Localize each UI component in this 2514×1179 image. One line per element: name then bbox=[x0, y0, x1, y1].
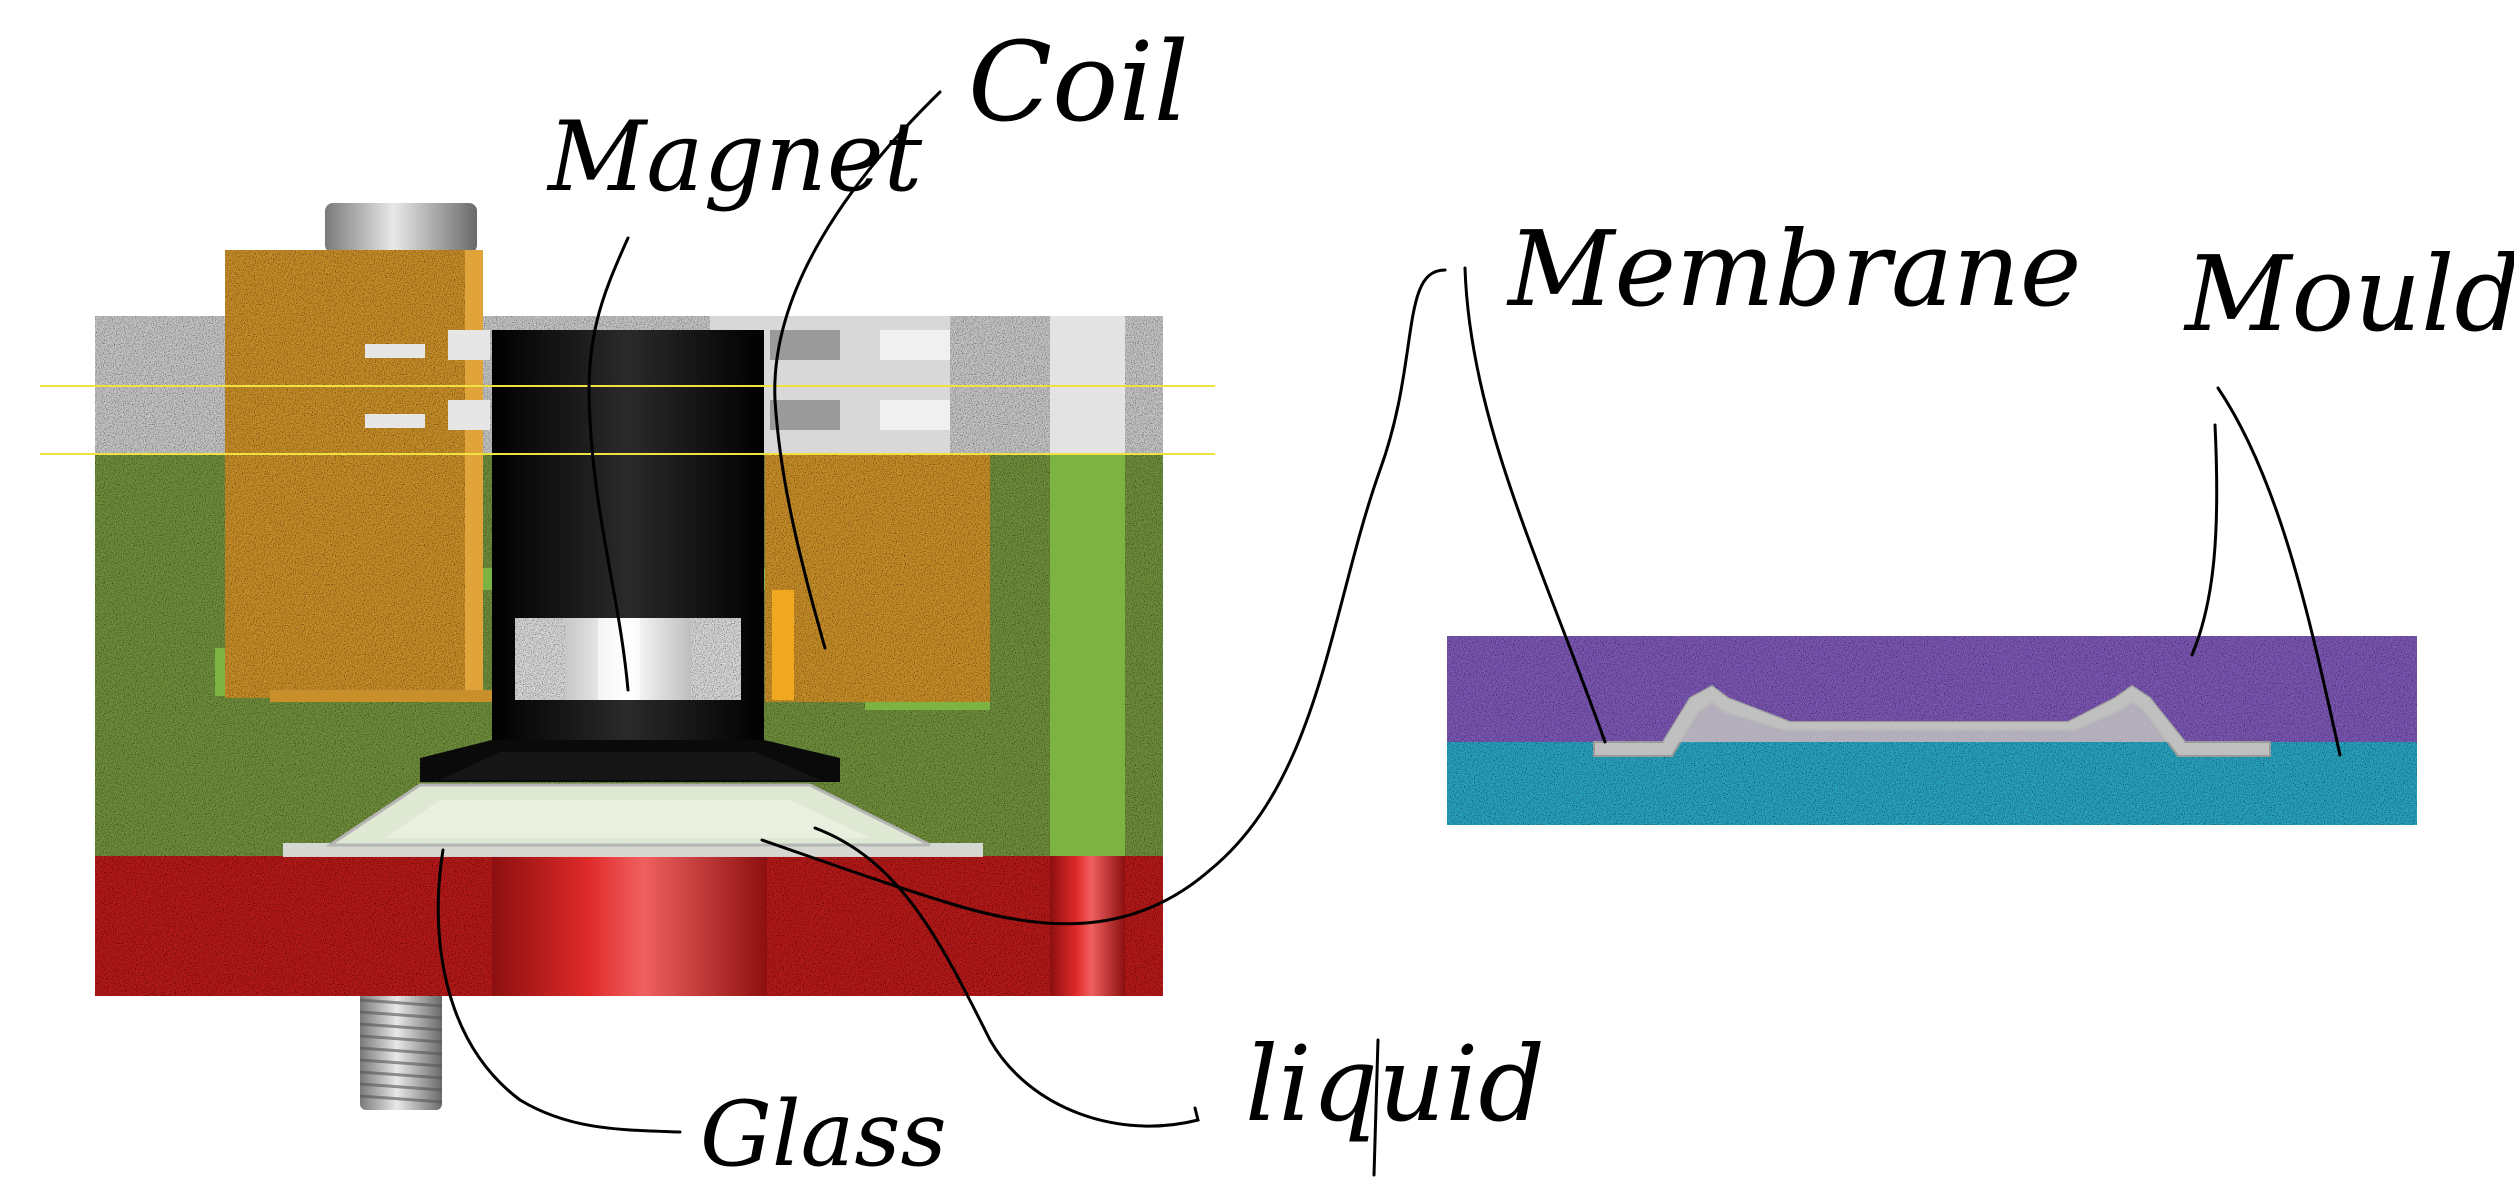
labels: Magnet Coil Membrane Mould Glass liquid bbox=[546, 18, 2514, 1179]
bolt-head bbox=[325, 203, 477, 253]
liquid-label: liquid bbox=[1245, 1023, 1545, 1145]
magnet-leader bbox=[587, 236, 630, 692]
liquid-leader bbox=[813, 826, 1200, 1128]
base bbox=[95, 856, 1163, 996]
bolt-thread bbox=[359, 990, 443, 1110]
coil-leader bbox=[773, 90, 942, 650]
magnet-label: Magnet bbox=[546, 101, 923, 213]
actuator-assembly bbox=[40, 203, 1215, 1110]
coil-body bbox=[225, 250, 990, 702]
mould-leader-right bbox=[2216, 386, 2342, 757]
membrane-label: Membrane bbox=[1506, 208, 2081, 330]
liquid-letter-stroke bbox=[1372, 1038, 1380, 1177]
membrane-leader-right bbox=[1463, 266, 1607, 744]
glass-and-liquid bbox=[283, 783, 983, 857]
guide-lines bbox=[40, 385, 1215, 455]
mould-bottom bbox=[1447, 742, 2417, 825]
mould-leader-left bbox=[2190, 423, 2219, 657]
membrane-leader-left bbox=[760, 268, 1447, 926]
membrane-body bbox=[1663, 686, 2185, 742]
mould-label: Mould bbox=[2183, 233, 2514, 355]
glass-leader bbox=[436, 848, 682, 1134]
plate-slots bbox=[365, 330, 950, 430]
leader-lines bbox=[436, 90, 2342, 1177]
glass-label: Glass bbox=[700, 1082, 947, 1179]
coil-label: Coil bbox=[968, 18, 1189, 146]
mould-diagram bbox=[1447, 636, 2417, 825]
